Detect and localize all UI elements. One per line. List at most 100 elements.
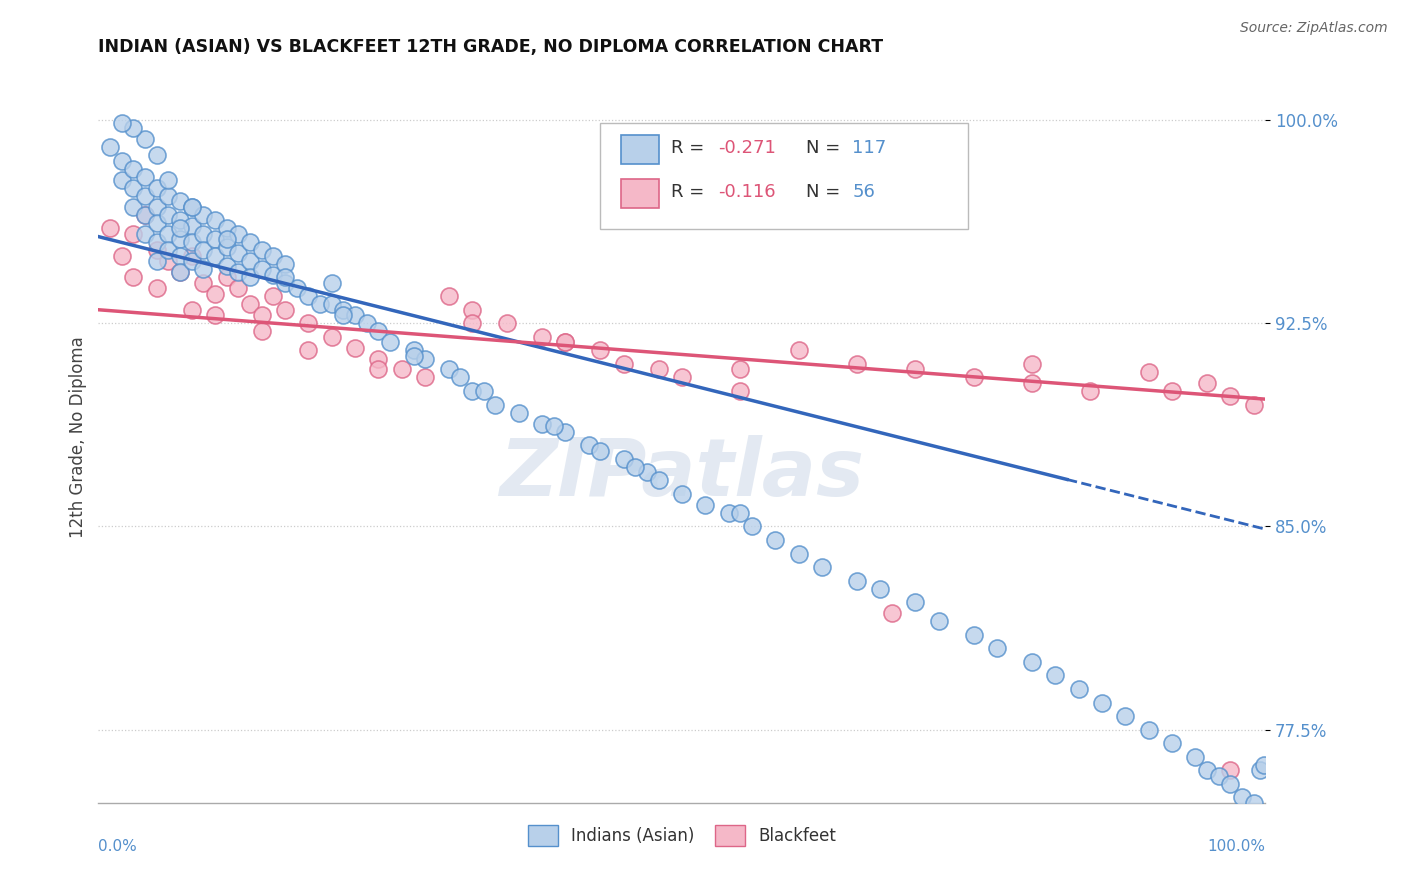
Point (321, 297, 343, 311)
Point (636, 465, 658, 479)
Y-axis label: 12th Grade, No Diploma: 12th Grade, No Diploma (69, 336, 87, 538)
Point (962, 628, 984, 642)
Point (741, 519, 763, 533)
Text: R =: R = (672, 183, 710, 201)
Point (1230, 790, 1253, 805)
Point (134, 208, 156, 222)
Point (1114, 709, 1136, 723)
Point (157, 172, 180, 186)
Point (193, 208, 215, 222)
Point (530, 417, 553, 431)
Point (508, 406, 530, 420)
Point (169, 265, 191, 279)
Text: N =: N = (806, 139, 845, 157)
Point (402, 349, 425, 363)
Point (344, 308, 367, 322)
Point (472, 384, 495, 398)
Point (157, 254, 180, 268)
Point (1184, 749, 1206, 764)
Point (274, 276, 297, 290)
Point (180, 254, 202, 268)
Point (146, 243, 169, 257)
Text: -0.271: -0.271 (718, 139, 776, 157)
Point (962, 370, 984, 384)
Point (671, 370, 693, 384)
Point (1195, 376, 1218, 390)
Point (169, 213, 191, 227)
Point (250, 262, 273, 277)
Point (928, 615, 950, 629)
Point (262, 268, 284, 282)
Point (484, 398, 506, 412)
Bar (621, 135, 658, 164)
Point (193, 262, 215, 277)
Point (228, 281, 250, 295)
Point (367, 351, 389, 366)
Point (356, 316, 378, 330)
Bar (621, 179, 658, 208)
Point (578, 438, 600, 452)
Point (239, 270, 262, 285)
Point (730, 362, 752, 376)
Point (146, 200, 169, 214)
Point (1161, 736, 1184, 750)
Point (904, 362, 927, 376)
Point (297, 316, 319, 330)
Point (461, 316, 484, 330)
Point (613, 357, 636, 371)
Point (1219, 777, 1241, 791)
Text: Source: ZipAtlas.com: Source: ZipAtlas.com (1240, 21, 1388, 36)
Point (146, 281, 169, 295)
Point (332, 308, 354, 322)
Point (193, 243, 215, 257)
Point (228, 227, 250, 241)
Point (402, 343, 425, 358)
Point (730, 506, 752, 520)
Point (1161, 384, 1184, 398)
Text: 100.0%: 100.0% (1208, 839, 1265, 855)
Point (554, 335, 576, 350)
FancyBboxPatch shape (600, 122, 967, 228)
Point (180, 302, 202, 317)
Point (215, 260, 238, 274)
Point (134, 132, 156, 146)
Point (122, 200, 145, 214)
Point (204, 286, 226, 301)
Point (367, 362, 389, 376)
Point (122, 227, 145, 241)
Point (1021, 357, 1043, 371)
Point (204, 232, 226, 246)
Point (811, 560, 834, 574)
Point (215, 232, 238, 246)
Point (157, 189, 180, 203)
Point (180, 235, 202, 249)
Point (1080, 384, 1102, 398)
Point (146, 235, 169, 249)
Point (904, 595, 927, 609)
Text: 56: 56 (852, 183, 875, 201)
Point (169, 232, 191, 246)
Point (787, 547, 810, 561)
Point (1021, 376, 1043, 390)
Point (134, 208, 156, 222)
Point (239, 254, 262, 268)
Point (157, 208, 180, 222)
Point (180, 249, 202, 263)
Point (413, 370, 436, 384)
Text: 0.0%: 0.0% (98, 839, 138, 855)
Point (1219, 764, 1241, 778)
Point (250, 308, 273, 322)
Point (1253, 757, 1275, 772)
Point (1243, 796, 1265, 810)
Point (180, 219, 202, 233)
Point (180, 200, 202, 214)
Point (589, 343, 612, 358)
Point (380, 335, 402, 350)
Point (134, 189, 156, 203)
Point (169, 221, 191, 235)
Point (250, 243, 273, 257)
Point (228, 265, 250, 279)
Point (146, 181, 169, 195)
Point (846, 574, 869, 588)
Point (285, 281, 308, 295)
